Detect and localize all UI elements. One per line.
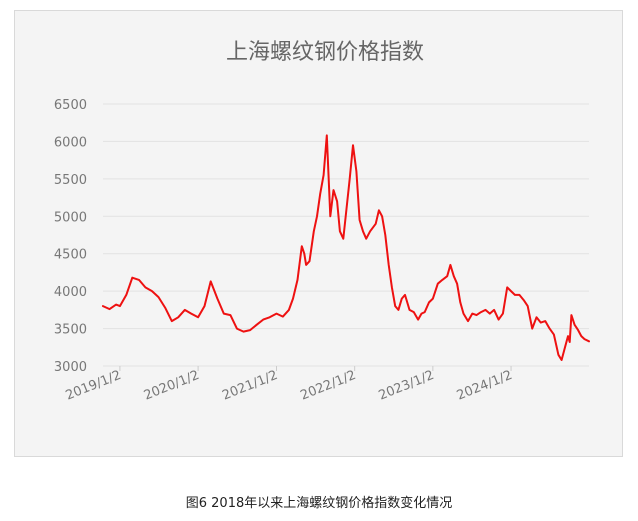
chart-svg: 上海螺纹钢价格指数 3000 3500 4000 4500 5000 5500 6000 65…	[15, 11, 622, 456]
series-line	[102, 134, 590, 361]
chart-title: 上海螺纹钢价格指数	[226, 40, 424, 65]
y-tick-label: 5500	[54, 173, 87, 188]
y-tick-label: 6500	[54, 98, 87, 113]
y-tick-label: 3000	[54, 360, 87, 375]
y-tick-label: 4500	[54, 248, 87, 263]
gridlines	[103, 103, 589, 367]
y-tick-label: 4000	[54, 285, 87, 300]
y-tick-label: 5000	[54, 210, 87, 225]
figure-caption: 图6 2018年以来上海螺纹钢价格指数变化情况	[185, 496, 453, 511]
y-tick-label: 6000	[54, 135, 87, 150]
chart-frame: 上海螺纹钢价格指数 3000 3500 4000 4500 5000 5500 6000 65…	[14, 10, 623, 457]
y-tick-label: 3500	[54, 323, 87, 338]
y-axis: 3000 3500 4000 4500 5000 5500 6000 6500	[54, 98, 87, 375]
chart-panel	[15, 11, 622, 456]
series-group	[102, 134, 590, 361]
